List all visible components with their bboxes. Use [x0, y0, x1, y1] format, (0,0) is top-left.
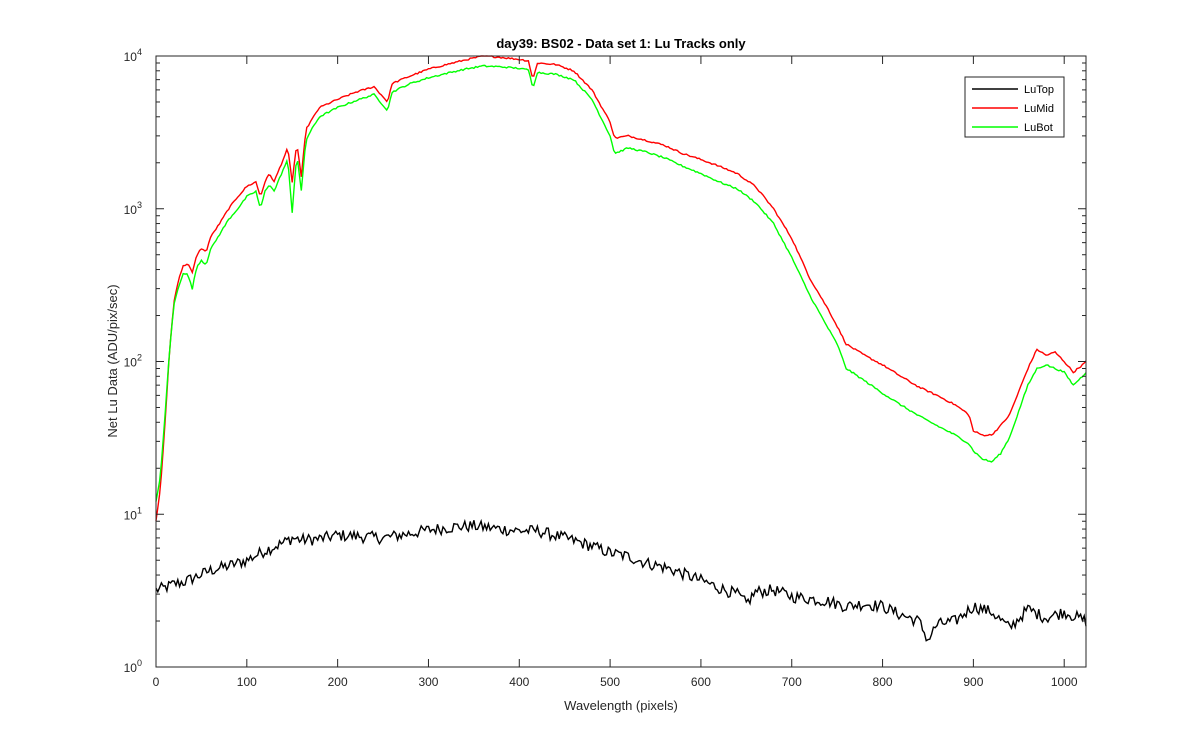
x-tick-label: 500 [600, 675, 620, 689]
tick-layer: 0 100 200 300 400 500 600 700 800 900 100010010110… [124, 47, 1086, 689]
y-tick-exponent: 2 [137, 353, 142, 363]
x-tick-label: 0 [153, 675, 160, 689]
y-tick-exponent: 0 [137, 658, 142, 668]
x-tick-label: 1000 [1051, 675, 1078, 689]
x-tick-label: 300 [418, 675, 438, 689]
y-tick-exponent: 1 [137, 505, 142, 515]
x-tick-label: 900 [963, 675, 983, 689]
series-layer [155, 55, 1087, 642]
legend-label-lumid: LuMid [1024, 103, 1054, 115]
x-tick-label: 600 [691, 675, 711, 689]
legend-label-lutop: LuTop [1024, 84, 1054, 96]
legend: LuTop LuMid LuBot [964, 76, 1065, 138]
plot-area [156, 56, 1086, 667]
x-tick-label: 200 [328, 675, 348, 689]
y-tick-exponent: 4 [137, 47, 142, 57]
x-axis-title: Wavelength (pixels) [564, 698, 678, 713]
x-tick-label: 100 [237, 675, 257, 689]
y-axis-title: Net Lu Data (ADU/pix/sec) [105, 284, 120, 437]
legend-label-lubot: LuBot [1024, 122, 1053, 134]
series-line-lutop [155, 518, 1087, 642]
x-tick-label: 800 [873, 675, 893, 689]
chart-title: day39: BS02 - Data set 1: Lu Tracks only [496, 36, 746, 51]
x-tick-label: 700 [782, 675, 802, 689]
y-tick-exponent: 3 [137, 200, 142, 210]
series-line-lubot [155, 64, 1087, 502]
series-line-lumid [155, 55, 1087, 521]
x-tick-label: 400 [509, 675, 529, 689]
